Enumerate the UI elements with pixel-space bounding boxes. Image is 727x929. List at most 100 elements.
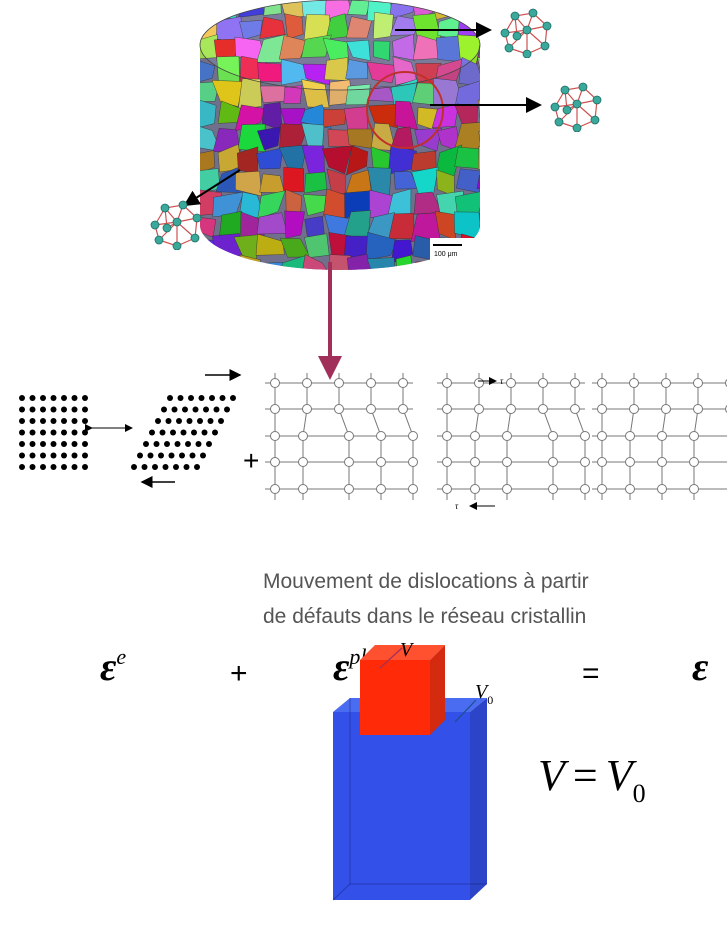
atom (367, 379, 376, 388)
atom (152, 464, 158, 470)
atom (82, 430, 88, 436)
crystal-icon (151, 201, 201, 250)
atom (507, 379, 516, 388)
atom (19, 418, 25, 424)
atom (181, 430, 187, 436)
equals-sign: = (582, 657, 600, 690)
grain (484, 261, 508, 281)
atom (61, 453, 67, 459)
atom (218, 418, 224, 424)
atom (19, 441, 25, 447)
lattices (19, 373, 727, 500)
atom (143, 441, 149, 447)
atom (335, 405, 344, 414)
atom (409, 458, 418, 467)
symbol: ε (100, 644, 117, 689)
shear-label: τ (455, 501, 459, 511)
grain (479, 79, 506, 102)
atom (61, 407, 67, 413)
atom (72, 395, 78, 401)
atom (193, 407, 199, 413)
atom (158, 453, 164, 459)
atom (571, 405, 580, 414)
atom (19, 430, 25, 436)
atom (51, 441, 57, 447)
atom (51, 453, 57, 459)
atom (503, 432, 512, 441)
grain (478, 147, 507, 171)
atom (409, 485, 418, 494)
atom (443, 485, 452, 494)
crystal-icon (501, 9, 551, 58)
atom (172, 407, 178, 413)
atom (549, 458, 558, 467)
atom (335, 379, 344, 388)
atom (471, 485, 480, 494)
atom (163, 464, 169, 470)
atom (82, 453, 88, 459)
grain (324, 57, 347, 80)
atom (443, 379, 452, 388)
atom (72, 407, 78, 413)
atom (40, 407, 46, 413)
atom (72, 418, 78, 424)
atom (549, 485, 558, 494)
atom (271, 379, 280, 388)
grain (258, 63, 282, 82)
atom (475, 379, 484, 388)
atom (220, 395, 226, 401)
lhs: V (538, 751, 570, 800)
atom (19, 453, 25, 459)
atom (471, 458, 480, 467)
atom (173, 464, 179, 470)
atom (230, 395, 236, 401)
grain (477, 166, 505, 190)
atom (507, 405, 516, 414)
atom (345, 432, 354, 441)
symbol: ε (333, 644, 350, 689)
atom (178, 395, 184, 401)
atom (61, 395, 67, 401)
atom (40, 418, 46, 424)
atom (185, 441, 191, 447)
atom (658, 485, 667, 494)
grain (485, 0, 505, 13)
grain (479, 213, 506, 237)
atom (61, 418, 67, 424)
atom (51, 395, 57, 401)
atom (19, 407, 25, 413)
atom (690, 485, 699, 494)
atom (271, 432, 280, 441)
atom (176, 418, 182, 424)
atom (40, 464, 46, 470)
atom (598, 432, 607, 441)
total-strain: ε (692, 644, 709, 689)
grain (264, 0, 282, 16)
atom (199, 395, 205, 401)
atom (200, 453, 206, 459)
atom (399, 379, 408, 388)
atom (271, 405, 280, 414)
atom (51, 407, 57, 413)
atom (82, 395, 88, 401)
atom (377, 485, 386, 494)
atom (154, 441, 160, 447)
atom (167, 395, 173, 401)
atom (184, 464, 190, 470)
atom (367, 405, 376, 414)
atom (61, 441, 67, 447)
atom (475, 405, 484, 414)
atom (690, 458, 699, 467)
atom (30, 407, 36, 413)
atom (137, 453, 143, 459)
grain (480, 196, 506, 212)
atom (19, 464, 25, 470)
caption: de défauts dans le réseau cristallin (263, 605, 586, 628)
equals-sign: = (573, 751, 598, 800)
atom (40, 430, 46, 436)
atom (271, 458, 280, 467)
atom (409, 432, 418, 441)
atom (539, 405, 548, 414)
atom (196, 441, 202, 447)
atom (503, 485, 512, 494)
